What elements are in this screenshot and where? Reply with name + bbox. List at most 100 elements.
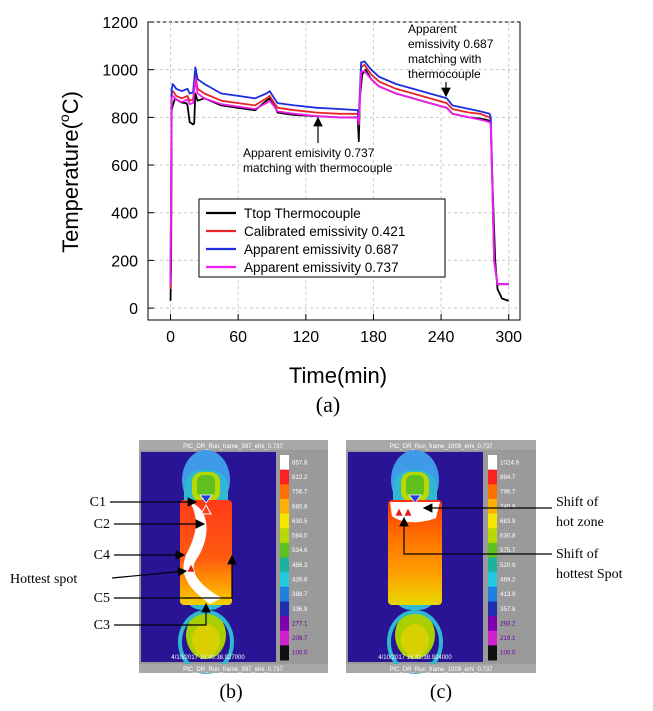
callout-c5: C5	[94, 591, 110, 606]
callout-c2: C2	[94, 517, 110, 532]
scale-swatch	[488, 528, 497, 544]
scale-label: 680.6	[292, 503, 308, 510]
x-axis-label: Time(min)	[289, 363, 387, 388]
thermal-b-footer: PtC_DR_Run_frame_997_emi_0.737	[183, 667, 283, 673]
specimen-b	[178, 450, 234, 674]
panel-label-a: (a)	[316, 392, 340, 417]
scale-swatch	[280, 484, 289, 500]
thermal-panel-b: PtC_DR_Run_frame_997_emi_0.737 857.8 812.…	[10, 440, 328, 703]
temperature-chart: 0 60 120 180 240 300 0 200 400 600 800 1000 1200 Te…	[56, 15, 522, 417]
scale-swatch	[280, 513, 289, 529]
annotation-0737-line2: matching with thermocouple	[243, 161, 393, 175]
scale-swatch	[488, 513, 497, 529]
scale-swatch	[280, 601, 289, 617]
callout-c4: C4	[94, 548, 110, 563]
scale-swatch	[280, 498, 289, 515]
scale-label: 630.8	[500, 533, 516, 540]
scale-label: 439.8	[292, 576, 308, 583]
scale-swatch	[488, 572, 497, 588]
c1-marker-icon	[200, 503, 212, 515]
legend-label-3: Apparent emissivity 0.737	[244, 260, 399, 275]
thermal-c-header: PtC_DR_Run_frame_1009_emi_0.737	[389, 444, 493, 450]
scale-swatch	[280, 469, 289, 485]
series-line-2	[169, 60, 509, 286]
y-tick-label: 600	[111, 158, 138, 175]
x-tick-label: 120	[292, 329, 319, 346]
thermal-c-footer: PtC_DR_Run_frame_1009_emi_0.737	[389, 667, 493, 673]
scale-swatch	[488, 601, 497, 617]
thermal-b-footer-bar	[139, 664, 328, 673]
scale-label: 683.9	[500, 518, 516, 525]
hot-spot-marker-c1-icon	[394, 507, 404, 517]
scale-swatch	[488, 484, 497, 500]
scale-swatch	[488, 645, 497, 661]
thermal-b-header-bar	[139, 440, 328, 450]
scale-swatch	[488, 586, 497, 602]
scale-label: 740.9	[500, 503, 516, 510]
scale-label: 100.0	[500, 650, 516, 657]
scale-swatch	[280, 630, 289, 646]
scale-label: 293.2	[500, 620, 516, 627]
scale-label: 756.7	[292, 489, 308, 496]
legend-label-2: Apparent emissivity 0.687	[244, 242, 399, 257]
y-tick-label: 800	[111, 110, 138, 127]
thermal-b-header: PtC_DR_Run_frame_997_emi_0.737	[183, 444, 283, 450]
scale-label: 812.2	[292, 474, 308, 481]
scale-swatch	[280, 528, 289, 544]
x-tick-label: 0	[166, 329, 175, 346]
thermocouple-marker-c-icon	[408, 494, 422, 504]
scale-swatch	[280, 542, 289, 558]
scale-label: 857.8	[292, 459, 308, 466]
y-tick-label: 200	[111, 253, 138, 270]
y-axis-ticks: 0 200 400 600 800 1000 1200	[102, 15, 154, 318]
scale-swatch	[488, 630, 497, 646]
scale-label: 534.6	[292, 547, 308, 554]
annotation-0737-line1: Apparent emisivity 0.737	[243, 146, 375, 160]
scale-label: 413.9	[500, 591, 516, 598]
scale-swatch	[280, 586, 289, 602]
x-tick-label: 240	[428, 329, 455, 346]
legend-box	[198, 198, 446, 278]
y-tick-label: 1000	[102, 63, 138, 80]
scale-swatch	[488, 542, 497, 558]
thermal-c-timestamp: 4/10/2017 16:42:38.924000	[378, 655, 452, 661]
series-line-1	[169, 64, 509, 290]
specimen-c	[387, 450, 443, 674]
scale-swatch	[488, 557, 497, 573]
scale-label: 575.7	[500, 547, 516, 554]
scale-swatch	[280, 645, 289, 661]
scale-label: 486.3	[292, 562, 308, 569]
hottest-spot-marker-icon	[186, 563, 196, 573]
scale-label: 894.7	[500, 474, 516, 481]
scale-label: 336.9	[292, 606, 308, 613]
scale-swatch	[280, 557, 289, 573]
y-tick-label: 400	[111, 206, 138, 223]
callout-c1: C1	[90, 495, 106, 510]
scale-label: 630.5	[292, 518, 308, 525]
thermal-c-header-bar	[346, 440, 536, 450]
legend-label-0: Ttop Thermocouple	[244, 206, 361, 221]
scale-swatch	[488, 455, 497, 471]
callout-shift-hottest-spot: Shift of hottest Spot	[556, 547, 623, 582]
x-tick-label: 180	[360, 329, 387, 346]
thermal-b-color-scale: 857.8 812.2 756.7 680.6 630.5 584.0 534.6 486.3…	[280, 455, 308, 661]
thermal-c-footer-bar	[346, 664, 536, 673]
y-tick-label: 1200	[102, 15, 138, 32]
hot-spot-marker-c2-icon	[403, 507, 413, 517]
scale-label: 277.1	[292, 620, 308, 627]
annotation-0687-line4: thermocouple	[408, 67, 481, 81]
scale-swatch	[488, 616, 497, 632]
panel-label-b: (b)	[219, 681, 242, 703]
series-lines	[169, 60, 510, 302]
series-line-3	[169, 70, 509, 286]
annotation-0687-line1: Apparent	[408, 22, 457, 36]
x-tick-label: 60	[229, 329, 247, 346]
scale-swatch	[488, 469, 497, 485]
annotation-0687-line2: emissivity 0.687	[408, 37, 494, 51]
callout-hottest-spot: Hottest spot	[10, 572, 77, 587]
scale-label: 208.7	[292, 635, 308, 642]
legend: Ttop Thermocouple Calibrated emissivity 0…	[198, 198, 446, 278]
